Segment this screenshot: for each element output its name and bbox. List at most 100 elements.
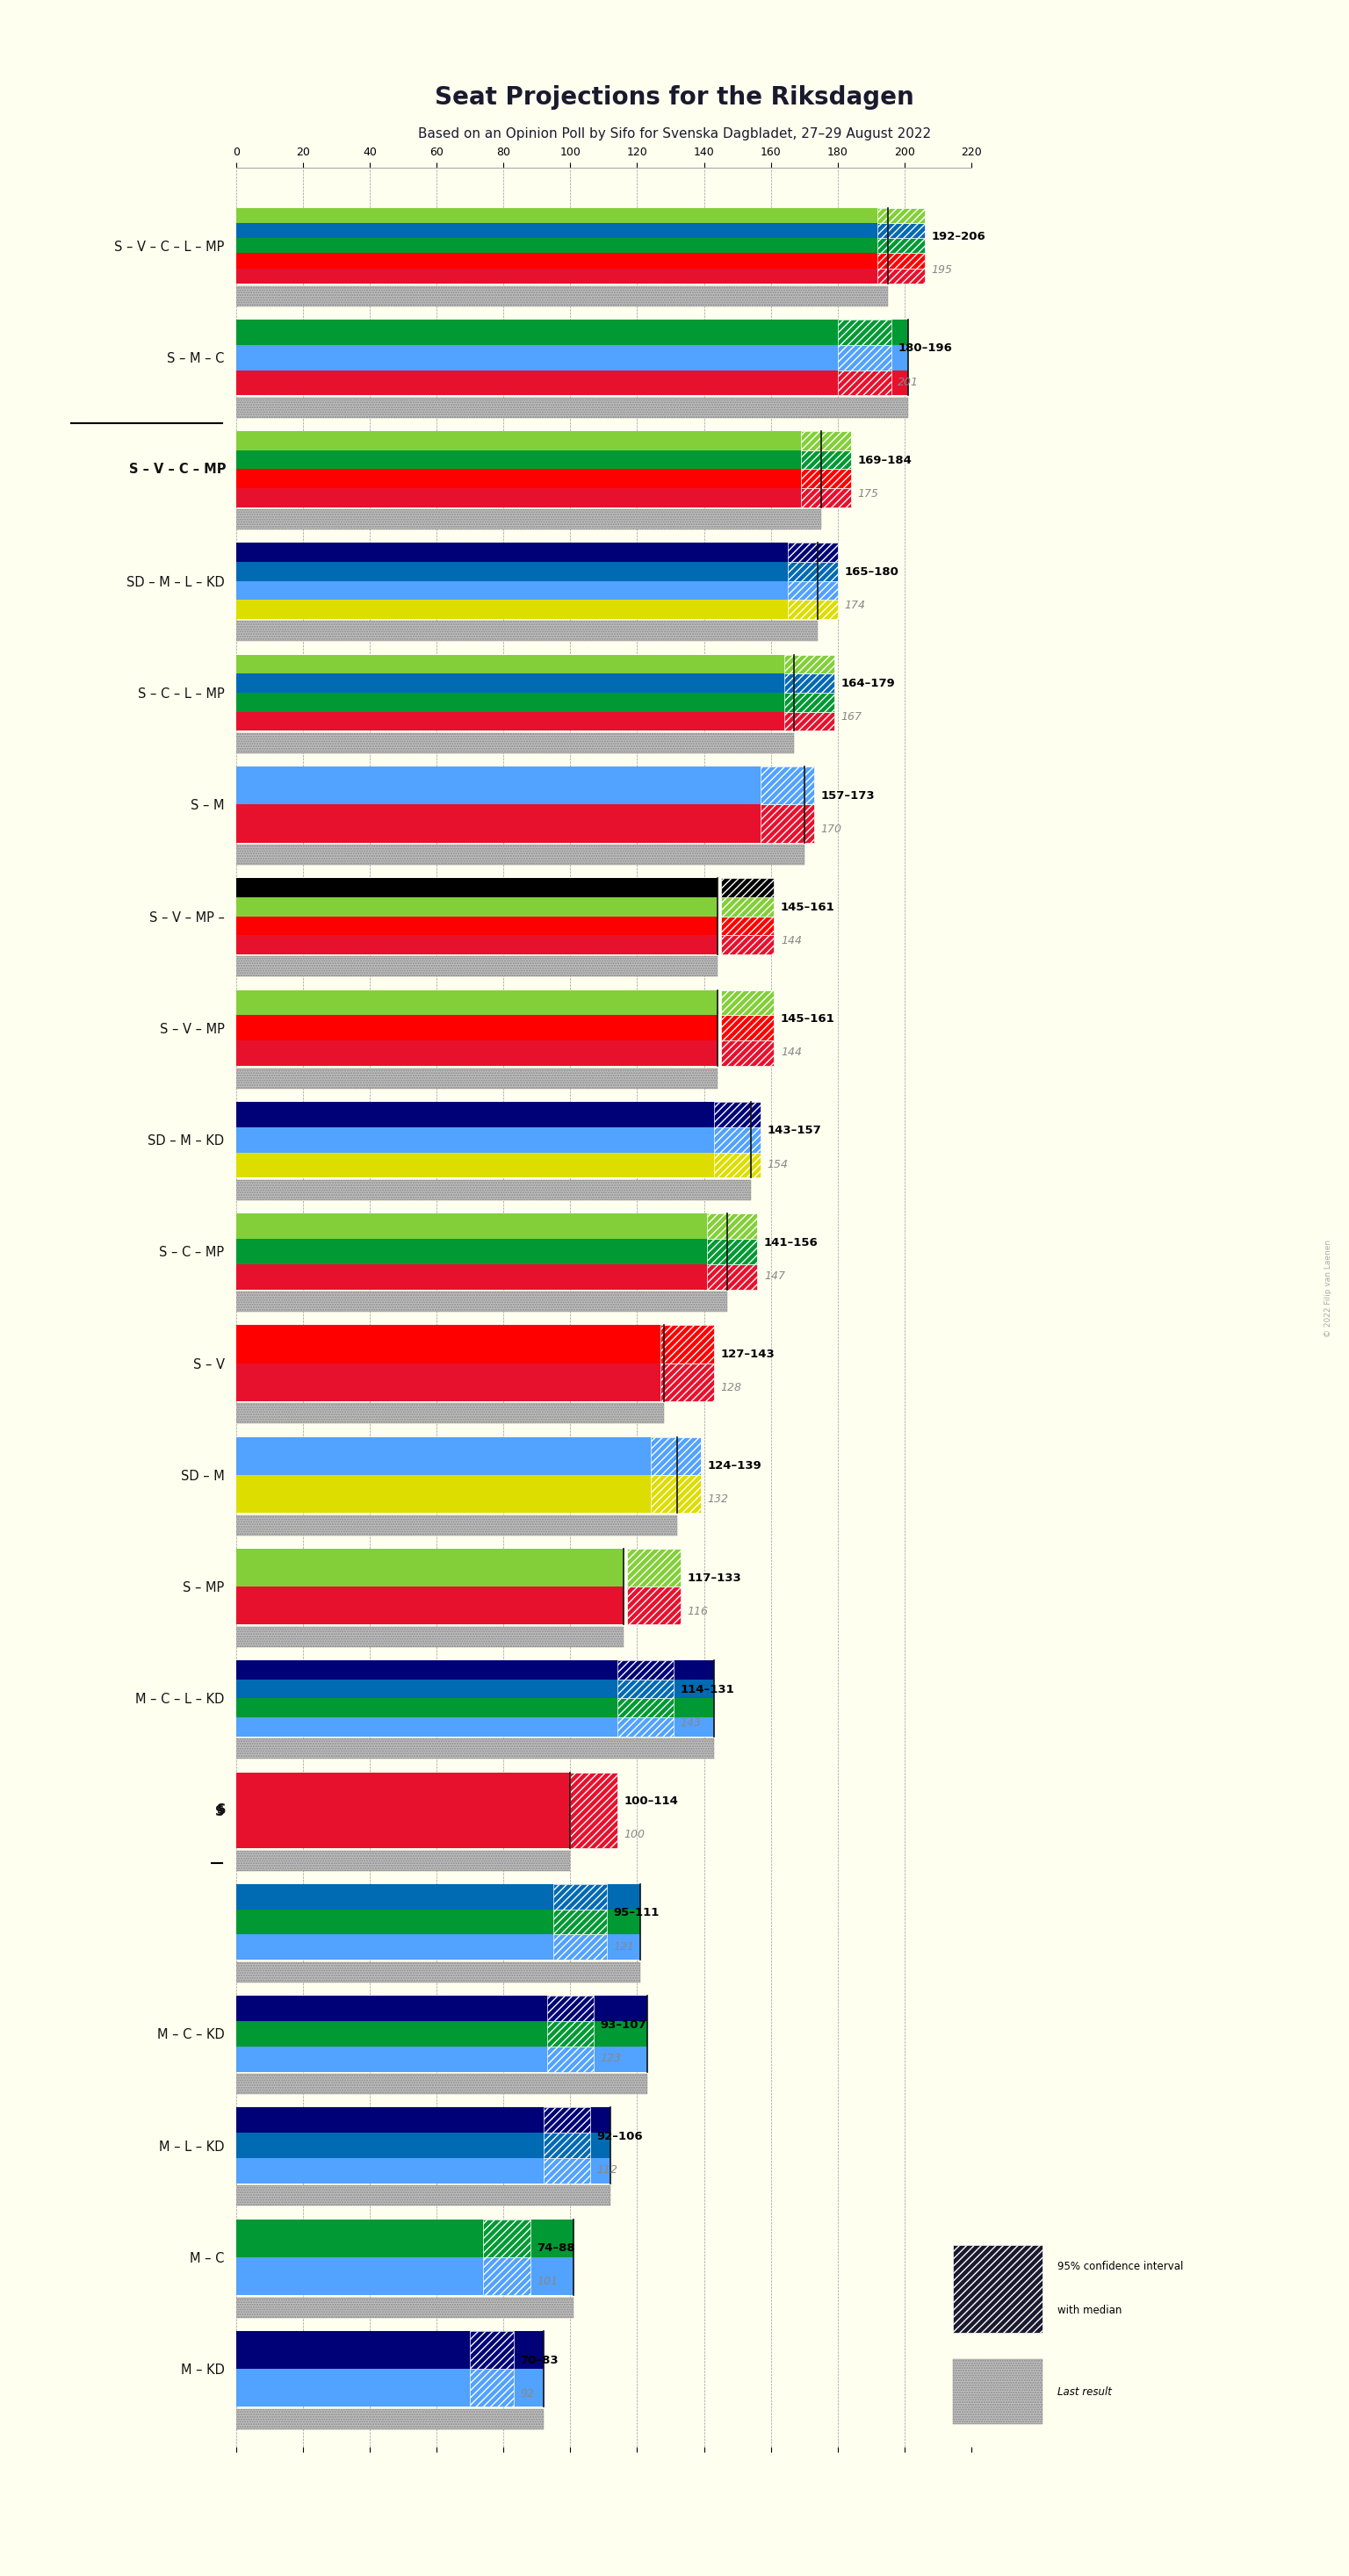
Bar <box>236 510 822 531</box>
Text: S: S <box>217 1803 227 1816</box>
Bar <box>236 1739 714 1759</box>
Bar <box>236 2331 544 2370</box>
Text: 164–179: 164–179 <box>840 677 896 690</box>
Bar <box>553 1935 607 1960</box>
Bar <box>236 1515 677 1535</box>
Text: 128: 128 <box>720 1383 742 1394</box>
Bar <box>838 345 892 371</box>
Bar <box>801 489 851 507</box>
Bar <box>546 2045 594 2071</box>
Bar <box>236 2074 648 2094</box>
Bar <box>236 1698 714 1718</box>
Text: 154: 154 <box>768 1159 789 1170</box>
Bar <box>236 252 888 268</box>
Text: 74–88: 74–88 <box>537 2244 575 2254</box>
Bar <box>720 878 774 896</box>
Bar <box>236 345 908 371</box>
Bar <box>236 1996 648 2022</box>
Bar <box>878 252 924 268</box>
Bar <box>236 1103 750 1128</box>
Bar <box>236 1909 641 1935</box>
Text: 95–111: 95–111 <box>614 1906 660 1919</box>
Bar <box>236 469 822 489</box>
Bar <box>707 1265 757 1291</box>
Text: 180–196: 180–196 <box>898 343 952 353</box>
Bar <box>236 1180 750 1200</box>
Text: 121: 121 <box>614 1940 635 1953</box>
Bar <box>714 1103 761 1128</box>
Bar <box>784 654 834 675</box>
Bar <box>469 2331 514 2370</box>
Bar <box>236 224 888 237</box>
Bar <box>236 1963 641 1984</box>
Text: 141–156: 141–156 <box>764 1236 819 1249</box>
Text: 192–206: 192–206 <box>931 232 985 242</box>
Bar <box>236 2298 573 2318</box>
Bar <box>236 734 795 752</box>
Bar <box>236 2184 610 2205</box>
Bar <box>546 2022 594 2045</box>
Bar <box>801 430 851 451</box>
Text: with median: with median <box>1058 2306 1121 2316</box>
Bar <box>720 935 774 953</box>
Bar <box>878 224 924 237</box>
Bar <box>236 734 795 752</box>
Bar <box>571 1772 616 1847</box>
Bar <box>788 562 838 582</box>
Bar <box>236 1935 641 1960</box>
Bar <box>761 804 815 842</box>
Bar <box>236 1069 718 1087</box>
Bar <box>236 621 817 641</box>
Bar <box>838 371 892 394</box>
Bar <box>236 693 795 711</box>
Bar <box>707 1239 757 1265</box>
Text: 195: 195 <box>931 265 952 276</box>
Text: 132: 132 <box>707 1494 728 1504</box>
Text: 95% confidence interval: 95% confidence interval <box>1058 2262 1183 2272</box>
Bar <box>236 845 804 866</box>
Bar <box>236 544 817 562</box>
Bar <box>236 768 804 804</box>
Bar <box>650 1437 700 1476</box>
Bar <box>236 845 804 866</box>
Text: 92: 92 <box>521 2388 534 2398</box>
Bar <box>236 2257 573 2295</box>
Bar <box>236 1718 714 1736</box>
Bar <box>616 1698 674 1718</box>
Text: 169–184: 169–184 <box>858 453 912 466</box>
Bar <box>784 693 834 711</box>
Bar <box>236 1437 677 1476</box>
Bar <box>784 711 834 732</box>
Text: Last result: Last result <box>1058 2385 1112 2398</box>
Bar <box>236 989 718 1015</box>
Bar <box>236 2370 544 2406</box>
Bar <box>236 1628 623 1646</box>
Bar <box>707 1213 757 1239</box>
Text: 175: 175 <box>858 487 878 500</box>
Bar <box>236 804 804 842</box>
Bar <box>661 1324 714 1363</box>
Bar <box>236 1324 664 1363</box>
Bar <box>236 654 795 675</box>
Bar <box>236 1662 714 1680</box>
Text: 116: 116 <box>687 1605 708 1618</box>
Bar <box>236 1963 641 1984</box>
Bar <box>878 237 924 252</box>
Bar <box>236 621 817 641</box>
Text: 70–83: 70–83 <box>521 2354 558 2365</box>
Bar <box>714 1151 761 1177</box>
Bar <box>236 2022 648 2045</box>
Text: 112: 112 <box>598 2164 618 2177</box>
Bar <box>784 675 834 693</box>
Text: 144: 144 <box>781 1046 801 1059</box>
Bar <box>954 2360 1043 2424</box>
Text: 117–133: 117–133 <box>687 1571 742 1584</box>
Bar <box>236 1265 727 1291</box>
Bar <box>236 1213 727 1239</box>
Text: 114–131: 114–131 <box>680 1685 735 1695</box>
Bar <box>236 1180 750 1200</box>
Text: 167: 167 <box>840 711 862 724</box>
Bar <box>236 237 888 252</box>
Bar <box>720 896 774 917</box>
Text: 143: 143 <box>680 1718 701 1728</box>
